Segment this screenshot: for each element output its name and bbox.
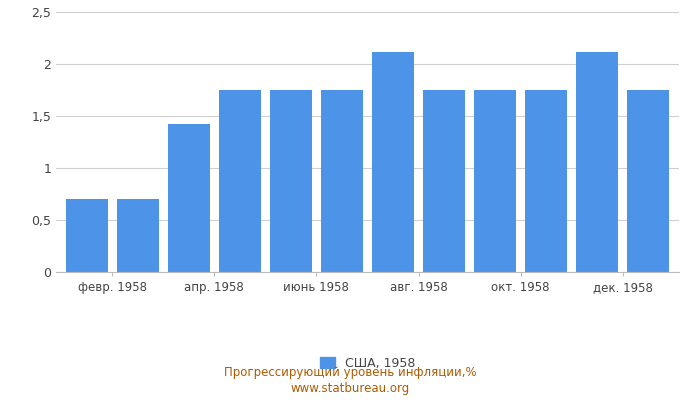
Bar (168, 124, 210, 272)
Legend: США, 1958: США, 1958 (315, 352, 420, 375)
Text: Прогрессирующий уровень инфляции,%: Прогрессирующий уровень инфляции,% (224, 366, 476, 379)
Bar (66, 199, 108, 272)
Bar (321, 90, 363, 272)
Bar (627, 90, 669, 272)
Bar (424, 90, 465, 272)
Bar (117, 199, 159, 272)
Bar (270, 90, 312, 272)
Bar (525, 90, 567, 272)
Bar (474, 90, 516, 272)
Bar (372, 52, 414, 272)
Bar (576, 52, 618, 272)
Bar (219, 90, 261, 272)
Text: www.statbureau.org: www.statbureau.org (290, 382, 410, 395)
